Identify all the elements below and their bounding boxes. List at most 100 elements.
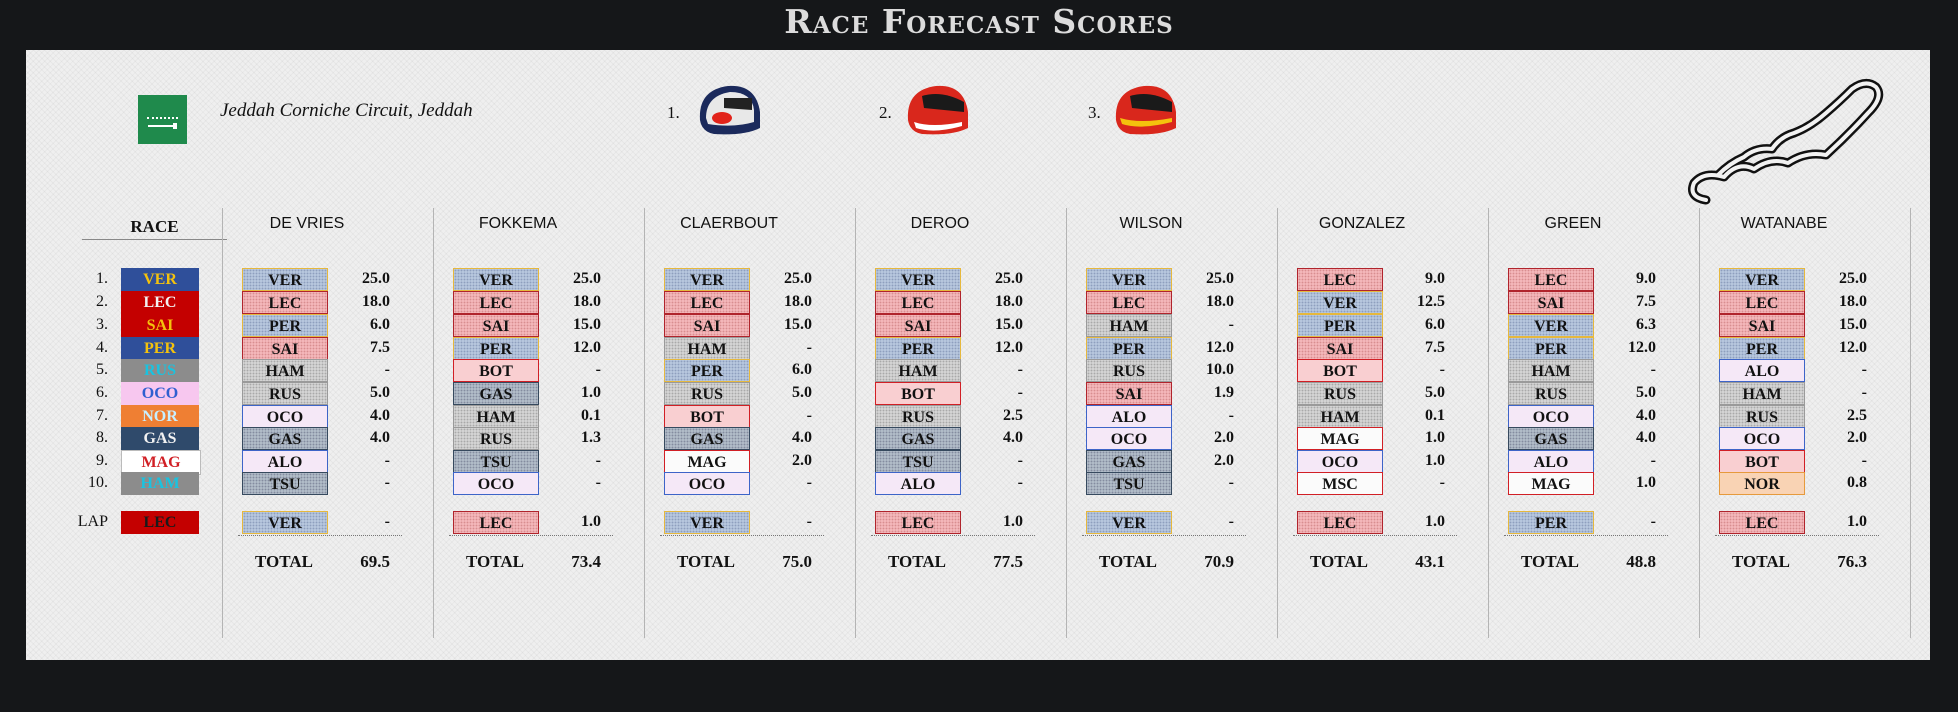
pick-driver: MAG	[1297, 427, 1383, 450]
pick-driver: GAS	[664, 427, 750, 450]
column-divider	[644, 208, 645, 638]
pick-driver: ALO	[242, 450, 328, 473]
race-driver-badge: RUS	[121, 359, 199, 382]
pick-driver: ALO	[1508, 450, 1594, 473]
race-driver-badge: LEC	[121, 291, 199, 314]
player-total: 76.3	[1837, 552, 1867, 571]
total-label: TOTAL	[1310, 552, 1368, 571]
player-total: 48.8	[1626, 552, 1656, 571]
total-divider	[1082, 535, 1246, 536]
player-name: WILSON	[1119, 215, 1183, 232]
pick-driver: BOT	[1719, 450, 1805, 473]
total-divider	[449, 535, 613, 536]
lap-pick-score: -	[1650, 513, 1656, 530]
total-label: TOTAL	[1099, 552, 1157, 571]
pick-score: 1.0	[1425, 452, 1445, 469]
column-divider	[1488, 208, 1489, 638]
pick-score: -	[1861, 384, 1867, 401]
pick-driver: PER	[242, 314, 328, 337]
lap-label: LAP	[77, 513, 108, 530]
pick-driver: HAM	[1719, 382, 1805, 405]
pick-driver: ALO	[1719, 359, 1805, 382]
pick-driver: OCO	[1508, 405, 1594, 428]
pick-driver: HAM	[1297, 405, 1383, 428]
race-driver-badge: HAM	[121, 472, 199, 495]
pick-driver: LEC	[1297, 268, 1383, 291]
pick-driver: RUS	[1297, 382, 1383, 405]
helmet-icon	[907, 85, 968, 135]
total-label: TOTAL	[466, 552, 524, 571]
player-total: 70.9	[1204, 552, 1234, 571]
column-divider	[1277, 208, 1278, 638]
pick-driver: TSU	[1086, 472, 1172, 495]
total-divider	[660, 535, 824, 536]
pick-driver: VER	[1508, 314, 1594, 337]
pick-driver: LEC	[875, 291, 961, 314]
lap-pick-score: -	[806, 513, 812, 530]
pick-score: 25.0	[784, 270, 812, 287]
total-label: TOTAL	[1521, 552, 1579, 571]
pick-driver: OCO	[664, 472, 750, 495]
podium-2-label: 2.	[879, 103, 892, 122]
pick-score: 5.0	[1636, 384, 1656, 401]
pick-score: 2.0	[792, 452, 812, 469]
pick-score: 25.0	[362, 270, 390, 287]
pick-score: -	[595, 361, 601, 378]
pick-score: -	[1228, 316, 1234, 333]
pick-driver: RUS	[453, 427, 539, 450]
race-position: 8.	[96, 429, 108, 446]
pick-driver: LEC	[1719, 291, 1805, 314]
circuit-map-icon	[1688, 79, 1884, 205]
podium-1-label: 1.	[667, 103, 680, 122]
pick-driver: LEC	[242, 291, 328, 314]
column-divider	[1910, 208, 1911, 638]
pick-score: 15.0	[1839, 316, 1867, 333]
player-total: 43.1	[1415, 552, 1445, 571]
pick-driver: GAS	[453, 382, 539, 405]
pick-driver: PER	[1719, 337, 1805, 360]
pick-score: 7.5	[370, 339, 390, 356]
pick-score: -	[806, 339, 812, 356]
pick-driver: SAI	[1086, 382, 1172, 405]
pick-driver: SAI	[1297, 337, 1383, 360]
player-name: DE VRIES	[269, 215, 345, 232]
race-position: 7.	[96, 407, 108, 424]
pick-driver: LEC	[1508, 268, 1594, 291]
pick-driver: ALO	[875, 472, 961, 495]
pick-score: -	[1017, 452, 1023, 469]
pick-score: 18.0	[995, 293, 1023, 310]
pick-driver: MAG	[664, 450, 750, 473]
pick-score: 25.0	[573, 270, 601, 287]
pick-score: 4.0	[370, 429, 390, 446]
total-divider	[238, 535, 402, 536]
lap-pick-score: 1.0	[581, 513, 601, 530]
race-position: 10.	[88, 474, 108, 491]
race-driver-badge: SAI	[121, 314, 199, 337]
pick-score: 7.5	[1425, 339, 1445, 356]
pick-driver: MAG	[1508, 472, 1594, 495]
lap-pick-driver: LEC	[1719, 511, 1805, 534]
pick-driver: HAM	[875, 359, 961, 382]
pick-driver: VER	[875, 268, 961, 291]
pick-driver: PER	[1508, 337, 1594, 360]
pick-score: 25.0	[995, 270, 1023, 287]
pick-driver: BOT	[875, 382, 961, 405]
pick-driver: OCO	[1719, 427, 1805, 450]
pick-score: 18.0	[573, 293, 601, 310]
lap-pick-driver: VER	[1086, 511, 1172, 534]
pick-driver: LEC	[453, 291, 539, 314]
pick-driver: VER	[1719, 268, 1805, 291]
pick-driver: RUS	[875, 405, 961, 428]
pick-score: 1.9	[1214, 384, 1234, 401]
pick-driver: SAI	[875, 314, 961, 337]
pick-score: 12.0	[573, 339, 601, 356]
pick-score: 18.0	[362, 293, 390, 310]
pick-driver: PER	[1297, 314, 1383, 337]
race-position: 3.	[96, 316, 108, 333]
pick-driver: NOR	[1719, 472, 1805, 495]
pick-score: 1.0	[581, 384, 601, 401]
pick-score: 4.0	[1003, 429, 1023, 446]
pick-score: 25.0	[1206, 270, 1234, 287]
pick-driver: MSC	[1297, 472, 1383, 495]
pick-driver: HAM	[664, 337, 750, 360]
